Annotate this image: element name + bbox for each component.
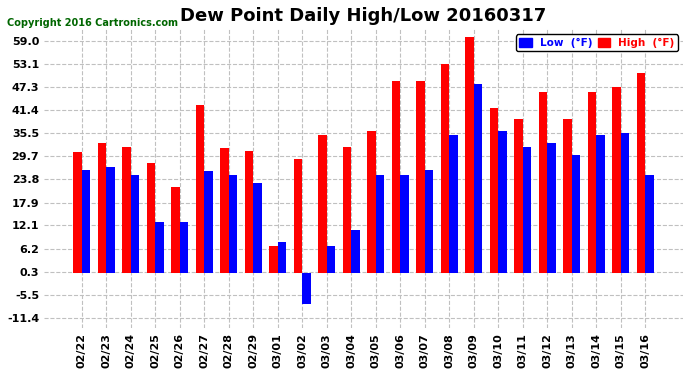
- Bar: [400, 175, 409, 273]
- Bar: [171, 187, 179, 273]
- Bar: [278, 242, 286, 273]
- Bar: [474, 84, 482, 273]
- Bar: [498, 132, 507, 273]
- Bar: [523, 147, 531, 273]
- Legend: Low  (°F), High  (°F): Low (°F), High (°F): [516, 34, 678, 51]
- Bar: [351, 230, 360, 273]
- Bar: [106, 167, 115, 273]
- Bar: [572, 155, 580, 273]
- Bar: [563, 119, 572, 273]
- Bar: [449, 135, 458, 273]
- Bar: [179, 222, 188, 273]
- Bar: [392, 81, 400, 273]
- Bar: [343, 147, 351, 273]
- Bar: [253, 183, 262, 273]
- Bar: [196, 105, 204, 273]
- Bar: [229, 175, 237, 273]
- Bar: [122, 147, 130, 273]
- Bar: [588, 92, 596, 273]
- Bar: [416, 81, 425, 273]
- Bar: [155, 222, 164, 273]
- Bar: [621, 133, 629, 273]
- Bar: [539, 92, 547, 273]
- Bar: [367, 132, 376, 273]
- Bar: [441, 64, 449, 273]
- Bar: [245, 151, 253, 273]
- Text: Copyright 2016 Cartronics.com: Copyright 2016 Cartronics.com: [7, 18, 178, 28]
- Bar: [612, 87, 621, 273]
- Title: Dew Point Daily High/Low 20160317: Dew Point Daily High/Low 20160317: [180, 7, 546, 25]
- Bar: [204, 171, 213, 273]
- Bar: [514, 119, 523, 273]
- Bar: [490, 108, 498, 273]
- Bar: [596, 135, 605, 273]
- Bar: [376, 175, 384, 273]
- Bar: [97, 143, 106, 273]
- Bar: [269, 246, 278, 273]
- Bar: [81, 170, 90, 273]
- Bar: [547, 143, 556, 273]
- Bar: [637, 72, 645, 273]
- Bar: [73, 152, 81, 273]
- Bar: [318, 135, 327, 273]
- Bar: [147, 163, 155, 273]
- Bar: [645, 175, 654, 273]
- Bar: [302, 273, 311, 304]
- Bar: [465, 37, 474, 273]
- Bar: [294, 159, 302, 273]
- Bar: [327, 246, 335, 273]
- Bar: [425, 170, 433, 273]
- Bar: [220, 148, 229, 273]
- Bar: [130, 175, 139, 273]
